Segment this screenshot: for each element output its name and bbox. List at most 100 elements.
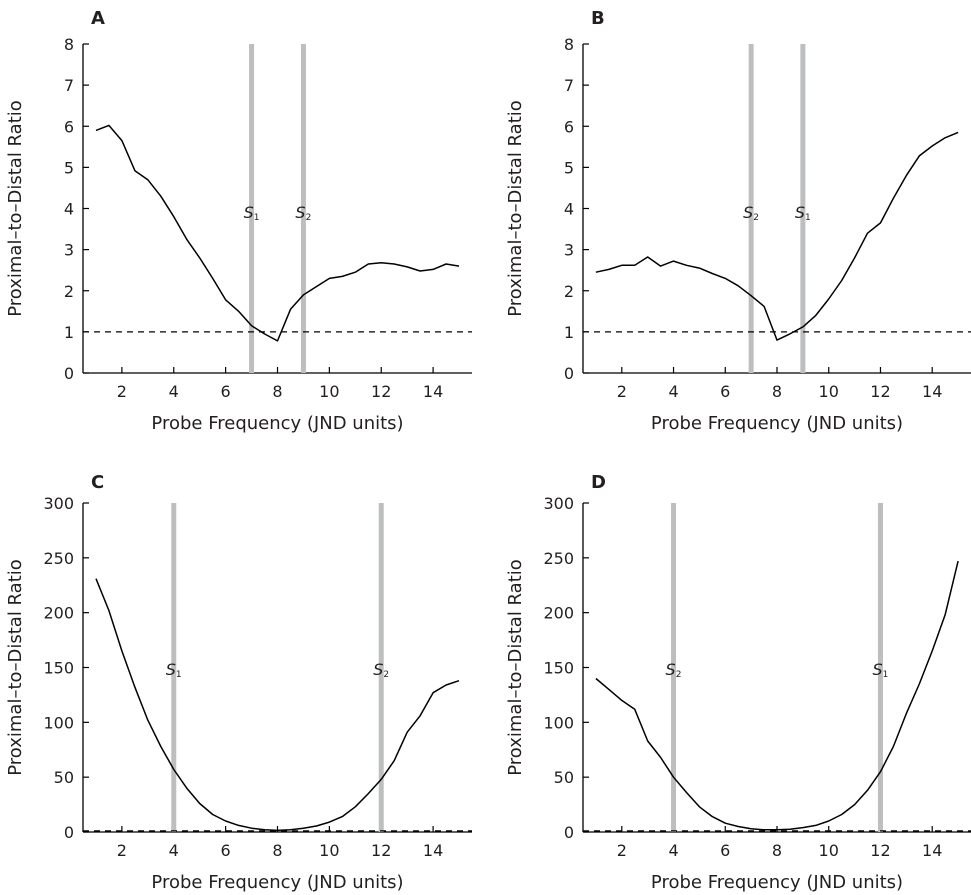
x-tick-label: 8 [272, 382, 282, 401]
y-tick-label: 2 [64, 282, 74, 301]
x-tick-label: 2 [617, 841, 627, 860]
stimulus-label-subscript: 2 [383, 670, 389, 680]
x-tick-label: 6 [221, 382, 231, 401]
panel-letter: C [91, 472, 104, 493]
series-line [95, 578, 460, 832]
y-tick-label: 0 [564, 364, 574, 383]
x-tick-label: 6 [720, 841, 730, 860]
stimulus-label: S1 [244, 203, 260, 223]
x-tick-label: 10 [819, 841, 839, 860]
y-tick-label: 4 [564, 200, 574, 219]
y-tick-label: 4 [64, 200, 74, 219]
x-tick-label: 2 [617, 382, 627, 401]
stimulus-label-letter: S [373, 660, 383, 679]
y-tick-label: 1 [564, 323, 574, 342]
y-tick-label: 250 [543, 549, 574, 568]
y-tick-label: 6 [564, 117, 574, 136]
series-line [595, 560, 959, 831]
x-axis-title: Probe Frequency (JND units) [651, 872, 903, 893]
y-tick-label: 300 [43, 494, 74, 513]
x-tick-label: 14 [922, 841, 942, 860]
stimulus-label-letter: S [795, 203, 805, 222]
x-tick-label: 10 [319, 841, 339, 860]
y-tick-label: 200 [543, 604, 574, 623]
y-tick-label: 5 [64, 158, 74, 177]
x-tick-label: 2 [117, 841, 127, 860]
stimulus-label: S1 [872, 660, 888, 680]
x-tick-label: 4 [668, 841, 678, 860]
y-axis-title: Proximal–to–Distal Ratio [5, 559, 26, 776]
y-tick-label: 5 [564, 158, 574, 177]
x-tick-label: 10 [819, 382, 839, 401]
stimulus-label-subscript: 1 [176, 670, 182, 680]
y-tick-label: 300 [543, 494, 574, 513]
stimulus-label-subscript: 1 [254, 213, 260, 223]
y-tick-label: 8 [64, 35, 74, 54]
stimulus-label-letter: S [872, 660, 882, 679]
y-tick-label: 250 [43, 549, 74, 568]
y-tick-label: 3 [64, 241, 74, 260]
x-tick-label: 4 [169, 841, 179, 860]
stimulus-label: S2 [743, 203, 759, 223]
x-tick-label: 14 [423, 841, 443, 860]
y-axis-title: Proximal–to–Distal Ratio [505, 100, 526, 317]
y-tick-label: 200 [43, 604, 74, 623]
x-axis-title: Probe Frequency (JND units) [651, 413, 903, 434]
y-tick-label: 6 [64, 117, 74, 136]
x-tick-label: 2 [117, 382, 127, 401]
x-tick-label: 12 [371, 382, 391, 401]
series-line [595, 131, 959, 341]
y-tick-label: 0 [64, 823, 74, 842]
stimulus-label-letter: S [244, 203, 254, 222]
x-tick-label: 12 [870, 382, 890, 401]
stimulus-label-letter: S [666, 660, 676, 679]
panel-letter: B [591, 8, 605, 29]
x-tick-label: 12 [371, 841, 391, 860]
y-tick-label: 50 [54, 768, 74, 787]
y-tick-label: 100 [543, 713, 574, 732]
y-tick-label: 150 [43, 659, 74, 678]
y-tick-label: 150 [543, 659, 574, 678]
series-line [95, 124, 460, 342]
panel-letter: D [591, 472, 606, 493]
y-tick-label: 0 [64, 364, 74, 383]
y-axis-title: Proximal–to–Distal Ratio [505, 559, 526, 776]
x-tick-label: 8 [772, 382, 782, 401]
y-tick-label: 2 [564, 282, 574, 301]
stimulus-label-letter: S [743, 203, 753, 222]
stimulus-label-subscript: 2 [753, 213, 759, 223]
y-tick-label: 7 [64, 76, 74, 95]
x-tick-label: 12 [870, 841, 890, 860]
y-tick-label: 1 [64, 323, 74, 342]
stimulus-label-letter: S [166, 660, 176, 679]
stimulus-label: S1 [795, 203, 811, 223]
stimulus-label-subscript: 1 [805, 213, 811, 223]
stimulus-label: S2 [666, 660, 682, 680]
stimulus-label-letter: S [295, 203, 305, 222]
y-tick-label: 7 [564, 76, 574, 95]
stimulus-label: S1 [166, 660, 182, 680]
x-tick-label: 8 [272, 841, 282, 860]
panel-d: D 0 50 100 150 200 250 300 2 4 6 8 10 12 14 Probe Frequ… [505, 472, 971, 893]
x-axis-title: Probe Frequency (JND units) [151, 413, 403, 434]
x-tick-label: 6 [221, 841, 231, 860]
x-tick-label: 14 [423, 382, 443, 401]
x-axis-title: Probe Frequency (JND units) [151, 872, 403, 893]
x-tick-label: 4 [668, 382, 678, 401]
x-tick-label: 14 [922, 382, 942, 401]
stimulus-label-subscript: 1 [883, 670, 889, 680]
y-tick-label: 8 [564, 35, 574, 54]
y-axis-title: Proximal–to–Distal Ratio [5, 100, 26, 317]
x-tick-label: 8 [772, 841, 782, 860]
panel-letter: A [91, 8, 105, 29]
y-tick-label: 0 [564, 823, 574, 842]
y-tick-label: 3 [564, 241, 574, 260]
y-tick-label: 50 [554, 768, 574, 787]
y-tick-label: 100 [43, 713, 74, 732]
stimulus-label: S2 [373, 660, 389, 680]
x-tick-label: 10 [319, 382, 339, 401]
stimulus-label-subscript: 2 [306, 213, 312, 223]
